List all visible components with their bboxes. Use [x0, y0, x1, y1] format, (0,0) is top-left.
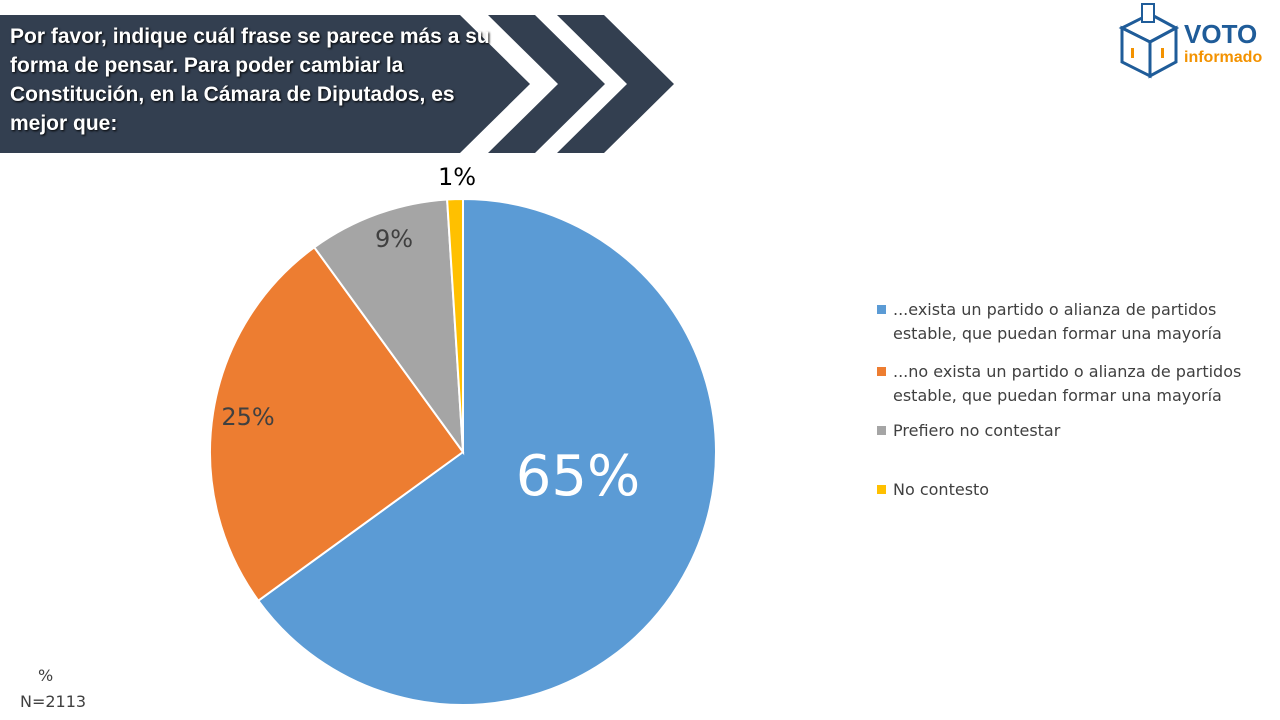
legend-swatch: [877, 485, 886, 494]
chart-title: Por favor, indique cuál frase se parece …: [10, 25, 490, 135]
legend-swatch: [877, 305, 886, 314]
banner: [0, 15, 530, 153]
data-label: 9%: [375, 225, 413, 253]
pie-slice: [312, 198, 465, 456]
logo-title: VOTO: [1184, 19, 1257, 49]
legend-label: ...no exista un partido o alianza de par…: [893, 362, 1242, 405]
data-label: 1%: [438, 163, 476, 191]
legend-label: ...exista un partido o alianza de partid…: [893, 300, 1222, 343]
pie-slice: [209, 245, 465, 603]
data-label: 65%: [516, 444, 640, 509]
note: N=2113: [20, 692, 87, 711]
note: %: [38, 666, 54, 685]
chevron: [488, 15, 605, 153]
legend-swatch: [877, 367, 886, 376]
logo-subtitle: informado: [1184, 49, 1262, 66]
legend-label: Prefiero no contestar: [893, 421, 1061, 440]
pie-slice: [446, 197, 464, 453]
legend-swatch: [877, 426, 886, 435]
logo-icon: [1118, 3, 1180, 79]
chevron: [557, 15, 674, 153]
pie-slice: [256, 197, 717, 706]
legend-label: No contesto: [893, 480, 990, 499]
data-label: 25%: [221, 403, 274, 431]
